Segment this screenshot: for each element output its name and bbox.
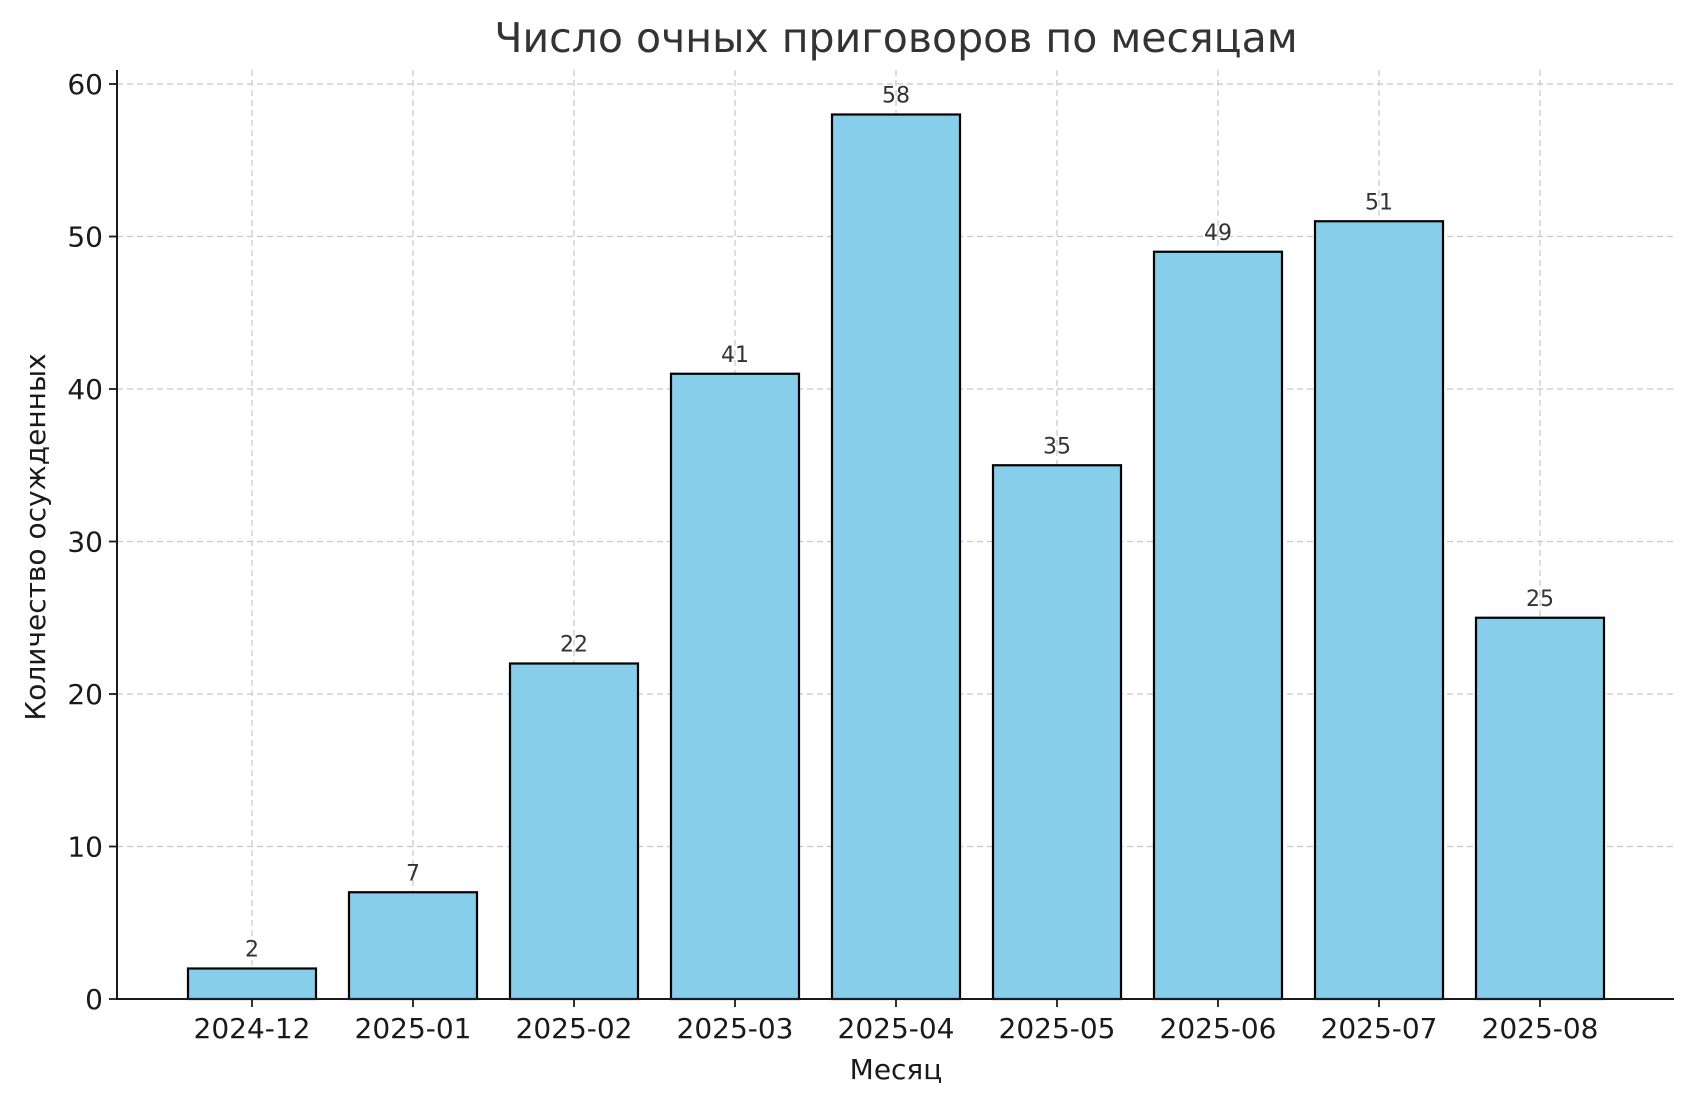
x-tick-label: 2025-06 bbox=[1160, 1012, 1277, 1045]
y-tick-label: 30 bbox=[67, 526, 103, 559]
bar-2025-06 bbox=[1152, 250, 1284, 1001]
data-label: 49 bbox=[1204, 221, 1232, 246]
x-tick-label: 2025-05 bbox=[999, 1012, 1116, 1045]
y-tick-labels: 0 10 20 30 40 50 60 bbox=[67, 68, 103, 1016]
data-label: 7 bbox=[406, 861, 420, 886]
bar-2025-01 bbox=[347, 891, 479, 1001]
x-tick-label: 2025-07 bbox=[1321, 1012, 1438, 1045]
bar-2024-12 bbox=[186, 967, 318, 1001]
y-tick-label: 60 bbox=[67, 68, 103, 101]
axes bbox=[109, 70, 1674, 1007]
x-tick-label: 2025-01 bbox=[355, 1012, 472, 1045]
data-label: 2 bbox=[245, 938, 259, 963]
bar-2025-07 bbox=[1313, 220, 1445, 1001]
bars bbox=[186, 113, 1606, 1001]
x-tick-label: 2025-04 bbox=[838, 1012, 955, 1045]
x-tick-label: 2024-12 bbox=[194, 1012, 311, 1045]
data-label: 25 bbox=[1526, 587, 1554, 612]
x-tick-label: 2025-02 bbox=[516, 1012, 633, 1045]
bar-2025-04 bbox=[830, 113, 962, 1001]
data-label: 22 bbox=[560, 633, 588, 658]
y-tick-label: 20 bbox=[67, 678, 103, 711]
bar-2025-02 bbox=[508, 662, 640, 1001]
x-axis-label: Месяц bbox=[850, 1053, 943, 1086]
bar-2025-03 bbox=[669, 372, 801, 1001]
y-axis-label: Количество осужденных bbox=[19, 353, 52, 720]
bar-2025-05 bbox=[991, 464, 1123, 1001]
data-labels: 2 7 22 41 58 35 49 51 25 bbox=[245, 84, 1554, 963]
bar-2025-08 bbox=[1474, 616, 1606, 1001]
data-label: 41 bbox=[721, 343, 749, 368]
x-tick-label: 2025-08 bbox=[1482, 1012, 1599, 1045]
x-tick-label: 2025-03 bbox=[677, 1012, 794, 1045]
y-tick-label: 50 bbox=[67, 221, 103, 254]
chart-title: Число очных приговоров по месяцам bbox=[494, 14, 1297, 62]
y-tick-label: 0 bbox=[85, 983, 103, 1016]
y-tick-label: 40 bbox=[67, 373, 103, 406]
data-label: 51 bbox=[1365, 190, 1393, 215]
y-tick-label: 10 bbox=[67, 831, 103, 864]
x-tick-labels: 2024-12 2025-01 2025-02 2025-03 2025-04 2025-… bbox=[194, 1012, 1599, 1045]
data-label: 35 bbox=[1043, 434, 1071, 459]
data-label: 58 bbox=[882, 84, 910, 109]
